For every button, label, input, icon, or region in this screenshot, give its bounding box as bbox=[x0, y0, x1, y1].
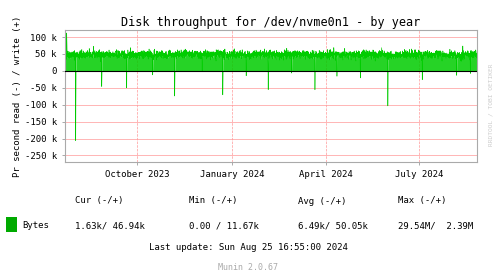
Text: RRDTOOL / TOBI OETIKER: RRDTOOL / TOBI OETIKER bbox=[489, 63, 494, 146]
Text: 6.49k/ 50.05k: 6.49k/ 50.05k bbox=[298, 221, 368, 230]
Y-axis label: Pr second read (-) / write (+): Pr second read (-) / write (+) bbox=[13, 16, 22, 177]
Text: Max (-/+): Max (-/+) bbox=[398, 197, 446, 205]
Text: 29.54M/  2.39M: 29.54M/ 2.39M bbox=[398, 221, 473, 230]
Title: Disk throughput for /dev/nvme0n1 - by year: Disk throughput for /dev/nvme0n1 - by ye… bbox=[121, 16, 420, 29]
Text: Bytes: Bytes bbox=[22, 221, 49, 230]
Text: Avg (-/+): Avg (-/+) bbox=[298, 197, 346, 205]
Text: 1.63k/ 46.94k: 1.63k/ 46.94k bbox=[75, 221, 145, 230]
Text: Cur (-/+): Cur (-/+) bbox=[75, 197, 123, 205]
Text: 0.00 / 11.67k: 0.00 / 11.67k bbox=[189, 221, 259, 230]
Text: Munin 2.0.67: Munin 2.0.67 bbox=[219, 263, 278, 271]
Text: Last update: Sun Aug 25 16:55:00 2024: Last update: Sun Aug 25 16:55:00 2024 bbox=[149, 243, 348, 252]
Text: Min (-/+): Min (-/+) bbox=[189, 197, 237, 205]
